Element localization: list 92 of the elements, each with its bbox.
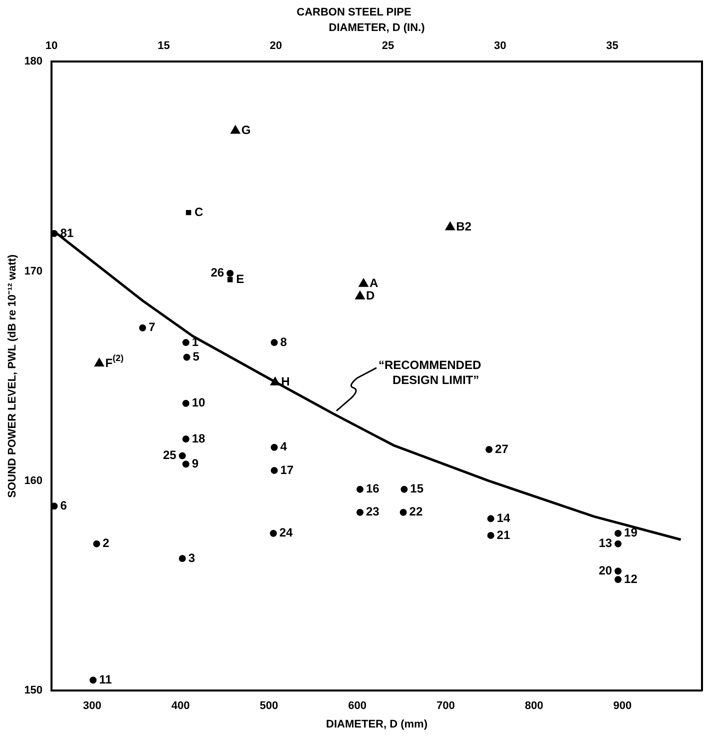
point — [139, 324, 146, 332]
point — [270, 376, 280, 386]
x-tick-label: 800 — [524, 700, 544, 712]
point — [186, 210, 192, 216]
annotation: B2 — [456, 220, 472, 234]
annotation: 27 — [495, 442, 509, 456]
point — [486, 446, 493, 453]
y-tick-label: 170 — [24, 265, 43, 278]
annotation: 25 — [163, 448, 177, 462]
annotation: 7 — [148, 320, 156, 334]
annotation: 24 — [279, 526, 294, 540]
annotation: A — [370, 276, 379, 290]
annotation: 11 — [99, 672, 112, 686]
point — [90, 676, 97, 684]
point — [614, 576, 622, 583]
x-tick-label: 600 — [348, 700, 367, 712]
point — [445, 222, 455, 230]
point — [178, 555, 186, 562]
annotation: 23 — [366, 504, 380, 519]
x-tick-label: 900 — [613, 700, 632, 712]
annotation: 15 — [410, 482, 424, 496]
annotation: 14 — [496, 510, 510, 525]
point — [614, 540, 622, 548]
point — [487, 515, 494, 522]
point — [93, 540, 100, 548]
point — [182, 460, 190, 468]
annotation: E — [236, 272, 244, 286]
point — [52, 230, 58, 238]
annotation: 13 — [598, 536, 612, 550]
x-tick-label: 700 — [436, 700, 455, 712]
x2-tick-label: 25 — [382, 40, 394, 52]
point — [226, 270, 234, 277]
point — [270, 444, 278, 451]
x-tick-label: 500 — [260, 700, 278, 712]
annotation: G — [241, 123, 251, 138]
point — [356, 486, 364, 493]
annotation: 26 — [210, 266, 224, 280]
x2-tick-label: 15 — [158, 40, 170, 52]
annotation: 2 — [102, 536, 110, 550]
annotation: C — [194, 204, 204, 219]
point — [52, 502, 58, 510]
point — [400, 508, 407, 516]
point — [356, 508, 364, 516]
point — [358, 278, 368, 287]
annotation: 16 — [366, 482, 380, 496]
point — [270, 530, 277, 537]
x2-tick-label: 30 — [494, 40, 506, 52]
annotation: D — [366, 288, 375, 303]
x2-axis-title: DIAMETER, D (IN.) — [328, 22, 426, 34]
point — [182, 400, 190, 407]
annotation: 3 — [188, 550, 196, 565]
annotation: 4 — [280, 440, 288, 454]
y-axis-title: SOUND POWER LEVEL, PWL (dB re 10⁻¹² watt) — [6, 254, 19, 498]
point — [487, 532, 494, 539]
point — [614, 530, 622, 537]
x2-tick-label: 20 — [270, 40, 282, 52]
annotation: 19 — [624, 526, 638, 540]
x-axis-title: DIAMETER, D (mm) — [326, 718, 428, 730]
annotation: H — [281, 374, 290, 389]
annotation: 5 — [192, 350, 200, 364]
annotation: 9 — [192, 456, 199, 470]
point — [94, 358, 104, 367]
chart-title: CARBON STEEL PIPE — [296, 6, 412, 19]
point — [183, 354, 190, 361]
annotation: 12 — [624, 572, 638, 586]
annotation: 18 — [192, 431, 206, 446]
point — [227, 277, 233, 282]
x-tick-label: 400 — [171, 700, 190, 712]
x2-tick-label: 10 — [45, 40, 58, 52]
annotation: 21 — [496, 528, 510, 542]
y-tick-label: 150 — [24, 684, 43, 697]
annotation: 81 — [60, 226, 74, 240]
y-tick-label: 160 — [24, 474, 43, 487]
text: “RECOMMENDED DESIGN LIMIT” — [378, 358, 482, 388]
x-tick-label: 300 — [83, 700, 102, 712]
point — [182, 436, 190, 442]
annotation: 10 — [192, 396, 206, 410]
annotation: 8 — [280, 334, 288, 349]
point — [355, 290, 365, 300]
point — [178, 452, 186, 460]
x2-tick-label: 35 — [606, 40, 618, 52]
point — [614, 568, 622, 575]
point — [270, 339, 278, 346]
annotation: 17 — [280, 462, 294, 477]
point — [230, 125, 240, 134]
point — [182, 339, 190, 346]
point — [400, 486, 408, 493]
annotation: 20 — [598, 563, 612, 578]
annotation: 22 — [409, 504, 423, 519]
point — [270, 466, 278, 474]
y-tick-label: 180 — [24, 56, 43, 68]
annotation: 6 — [60, 498, 68, 512]
